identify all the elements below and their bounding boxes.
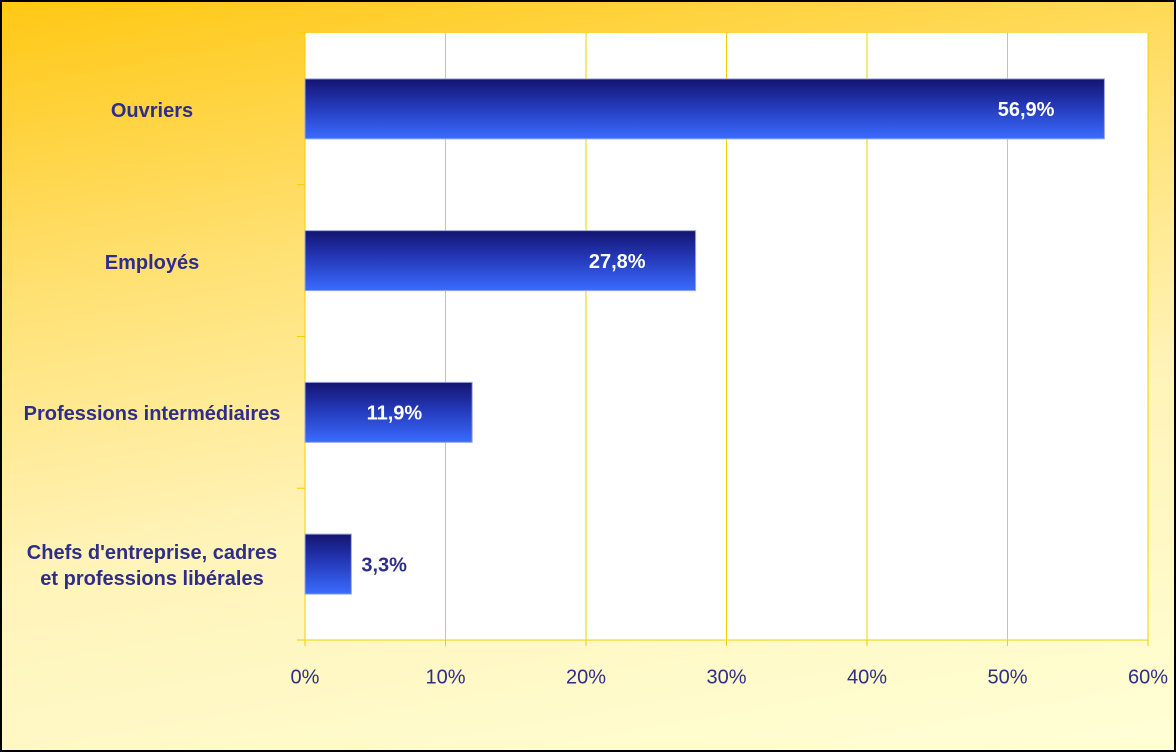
value-label: 56,9% (998, 99, 1055, 121)
x-tick-label: 50% (987, 666, 1027, 688)
bar (304, 230, 697, 292)
x-tick-label: 0% (291, 666, 320, 688)
y-tick-label: Professions intermédiaires (23, 403, 281, 426)
value-label: 11,9% (367, 403, 423, 425)
x-tick-label: 40% (847, 666, 887, 688)
y-tick-label: Chefs d'entreprise, cadres et profession… (26, 542, 278, 591)
bar (304, 381, 473, 443)
value-label: 27,8% (589, 251, 646, 273)
bar (304, 533, 352, 595)
x-tick-label: 10% (425, 666, 465, 688)
bar (304, 78, 1105, 140)
value-label: 3,3% (361, 554, 407, 576)
y-tick-label: Employés (104, 251, 200, 274)
x-tick-label: 30% (706, 666, 746, 688)
x-tick-label: 20% (566, 666, 606, 688)
x-tick-label: 60% (1128, 666, 1168, 688)
y-tick-label: Ouvriers (110, 99, 194, 122)
